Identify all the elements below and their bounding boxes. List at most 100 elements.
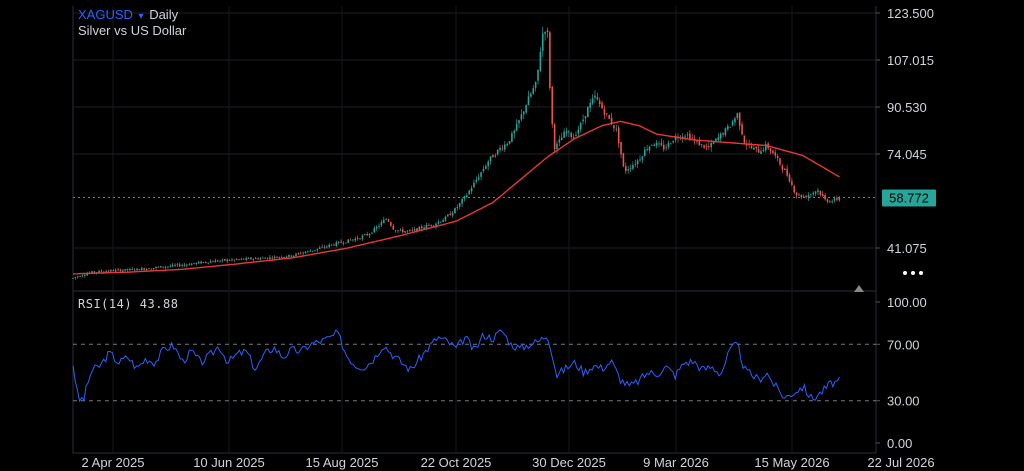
candle-body (299, 253, 302, 255)
candle-body (584, 116, 587, 119)
candle-body (129, 269, 131, 271)
candle-body (461, 199, 463, 204)
candle-body (143, 268, 145, 270)
candle-body (494, 155, 497, 157)
rsi-tick-label: 100.00 (887, 295, 927, 310)
candle-body (658, 143, 660, 145)
price-tick-label: 123.500 (887, 6, 934, 21)
candle-body (228, 259, 231, 261)
triangle-down-icon[interactable]: ▾ (138, 11, 144, 22)
scroll-to-latest-icon[interactable] (854, 285, 864, 292)
candle-body (84, 275, 86, 276)
candle-body (492, 155, 494, 158)
candle-body (164, 266, 167, 268)
last-price-label: 58.772 (889, 191, 929, 206)
candle-body (79, 276, 81, 278)
candle-body (838, 197, 841, 201)
candle-body (295, 253, 297, 256)
time-tick-label: 10 Jun 2025 (193, 455, 265, 470)
candle-body (762, 149, 765, 151)
candle-body (209, 261, 212, 263)
more-dots-icon[interactable] (903, 266, 931, 280)
candle-body (826, 199, 829, 202)
candle-body (368, 233, 371, 236)
candle-body (409, 230, 411, 231)
candle-body (254, 258, 257, 260)
symbol-selector[interactable]: XAGUSD (78, 7, 133, 22)
candle-body (629, 167, 632, 169)
candle-body (689, 133, 691, 140)
candle-body (705, 146, 708, 148)
candle-body (340, 241, 342, 243)
candle-body (345, 242, 347, 244)
rsi-legend[interactable]: RSI(14) 43.88 (78, 297, 179, 311)
candle-body (233, 259, 236, 261)
candle-body (442, 220, 444, 223)
candle-body (781, 165, 784, 170)
candle-body (570, 132, 573, 138)
candle-body (485, 166, 487, 169)
candle-body (150, 268, 153, 270)
candle-body (394, 230, 397, 232)
candle-body (138, 269, 141, 271)
candle-body (691, 138, 694, 140)
candle-body (178, 264, 181, 267)
candle-body (171, 264, 174, 267)
symbol-header: XAGUSD ▾ Daily (78, 6, 178, 25)
candle-body (133, 269, 136, 271)
candle-body (435, 223, 437, 227)
candle-body (622, 153, 625, 167)
candle-body (380, 222, 383, 226)
candle-body (226, 259, 229, 262)
candle-body (655, 142, 658, 146)
candle-body (318, 247, 321, 249)
candle-body (216, 260, 219, 262)
candle-body (262, 257, 264, 259)
candle-body (447, 214, 449, 217)
candle-body (608, 115, 610, 119)
candle-body (382, 219, 385, 224)
candle-body (769, 148, 772, 152)
candle-body (224, 259, 226, 261)
candle-body (283, 257, 285, 259)
time-tick-label: 15 Aug 2025 (305, 455, 378, 470)
candle-body (326, 246, 328, 248)
candle-body (551, 86, 554, 124)
candle-body (594, 95, 596, 98)
candle-body (290, 255, 293, 257)
candle-body (212, 261, 214, 263)
candle-body (152, 267, 155, 269)
candle-body (259, 258, 262, 260)
candle-body (114, 269, 117, 272)
candle-body (819, 190, 822, 195)
candle-body (522, 111, 525, 115)
rsi-axis[interactable]: 100.00 70.00 30.00 0.00 (876, 295, 927, 451)
candle-body (549, 32, 551, 88)
candle-body (309, 250, 312, 252)
candle-body (499, 147, 501, 151)
candle-body (587, 106, 589, 118)
candle-body (411, 229, 414, 231)
rsi-tick-label: 0.00 (887, 436, 912, 451)
candle-body (449, 213, 452, 216)
candle-body (302, 252, 304, 254)
candle-body (264, 258, 266, 259)
timeframe-label[interactable]: Daily (149, 7, 179, 22)
candle-body (648, 146, 651, 151)
scroll-triangle (854, 285, 864, 292)
candle-body (231, 259, 233, 261)
price-axis[interactable]: 123.500 107.015 90.530 74.045 41.075 (876, 6, 934, 256)
candle-body (829, 201, 831, 203)
candle-body (745, 144, 748, 146)
candle-body (539, 51, 542, 72)
time-axis[interactable]: 2 Apr 2025 10 Jun 2025 15 Aug 2025 22 Oct 2… (82, 455, 935, 470)
candle-body (252, 259, 255, 260)
candle-body (489, 156, 492, 162)
candle-body (496, 149, 499, 155)
candle-body (544, 32, 546, 34)
candle-body (553, 124, 556, 150)
candle-body (423, 227, 425, 229)
candle-body (738, 112, 741, 126)
candle-body (105, 271, 108, 273)
